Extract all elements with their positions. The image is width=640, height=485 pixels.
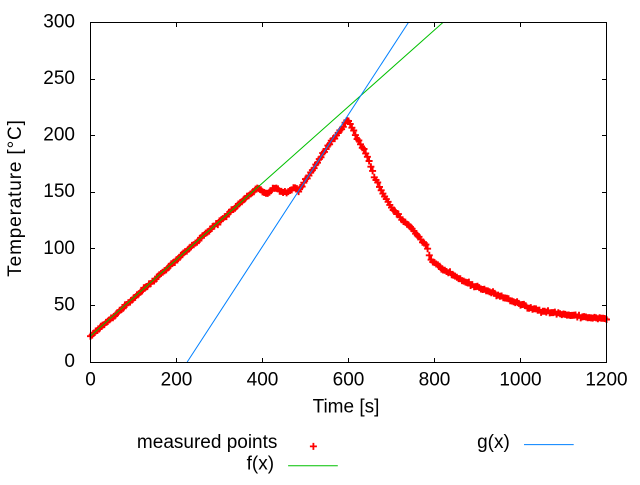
svg-text:g(x): g(x): [477, 432, 510, 453]
svg-text:300: 300: [43, 12, 75, 33]
svg-text:100: 100: [43, 238, 75, 259]
svg-text:600: 600: [333, 370, 365, 391]
svg-text:Temperature [°C]: Temperature [°C]: [5, 119, 26, 276]
svg-text:1000: 1000: [499, 370, 541, 391]
svg-text:150: 150: [43, 181, 75, 202]
svg-text:measured points: measured points: [137, 432, 277, 453]
svg-text:1200: 1200: [585, 370, 627, 391]
svg-text:50: 50: [54, 294, 75, 315]
svg-text:0: 0: [64, 351, 75, 372]
svg-text:200: 200: [43, 125, 75, 146]
svg-text:800: 800: [419, 370, 451, 391]
svg-text:0: 0: [85, 370, 96, 391]
svg-text:f(x): f(x): [247, 454, 274, 475]
svg-text:Time [s]: Time [s]: [313, 397, 380, 418]
svg-text:400: 400: [247, 370, 279, 391]
svg-text:250: 250: [43, 68, 75, 89]
svg-text:200: 200: [161, 370, 193, 391]
